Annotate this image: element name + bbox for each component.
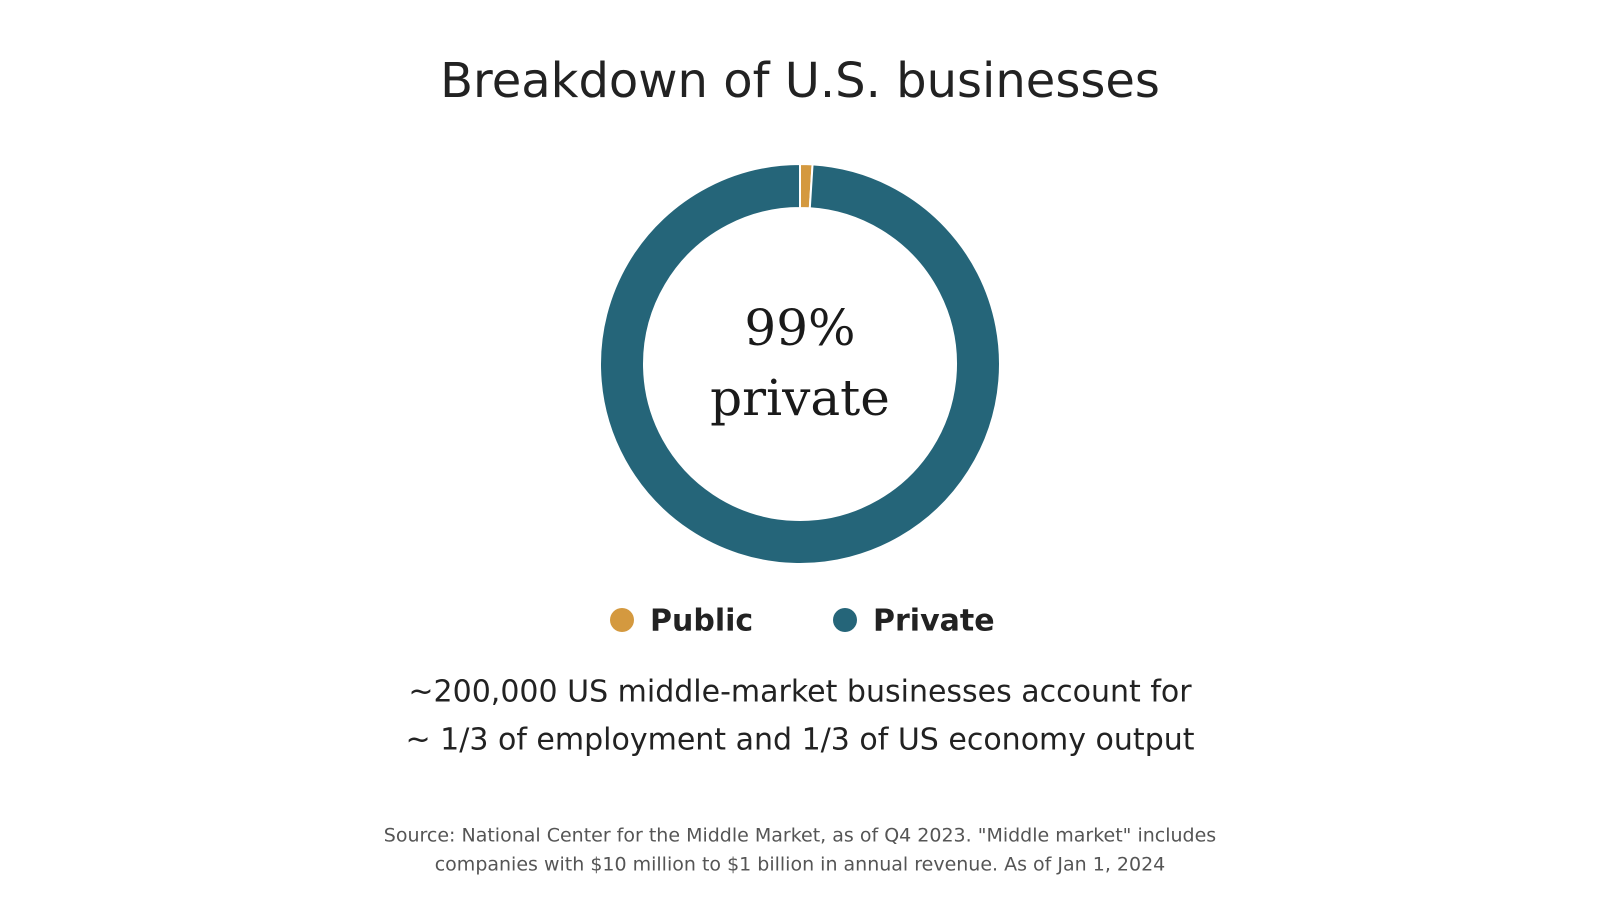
source: companies with $10 million to $1 billion…: [435, 854, 1166, 876]
legend-swatch: [610, 608, 634, 632]
source: Source: National Center for the Middle M…: [384, 825, 1216, 847]
note: ~ 1/3 of employment and 1/3 of US econom…: [405, 723, 1194, 758]
center-label: private: [710, 369, 890, 427]
legend-swatch: [833, 608, 857, 632]
legend-label: Private: [873, 604, 995, 639]
donut-slice: [599, 162, 1001, 565]
legend-label: Public: [650, 604, 753, 639]
note: ~200,000 US middle-market businesses acc…: [408, 675, 1192, 710]
center-label: 99%: [744, 299, 855, 357]
chart-title: Breakdown of U.S. businesses: [440, 53, 1160, 109]
